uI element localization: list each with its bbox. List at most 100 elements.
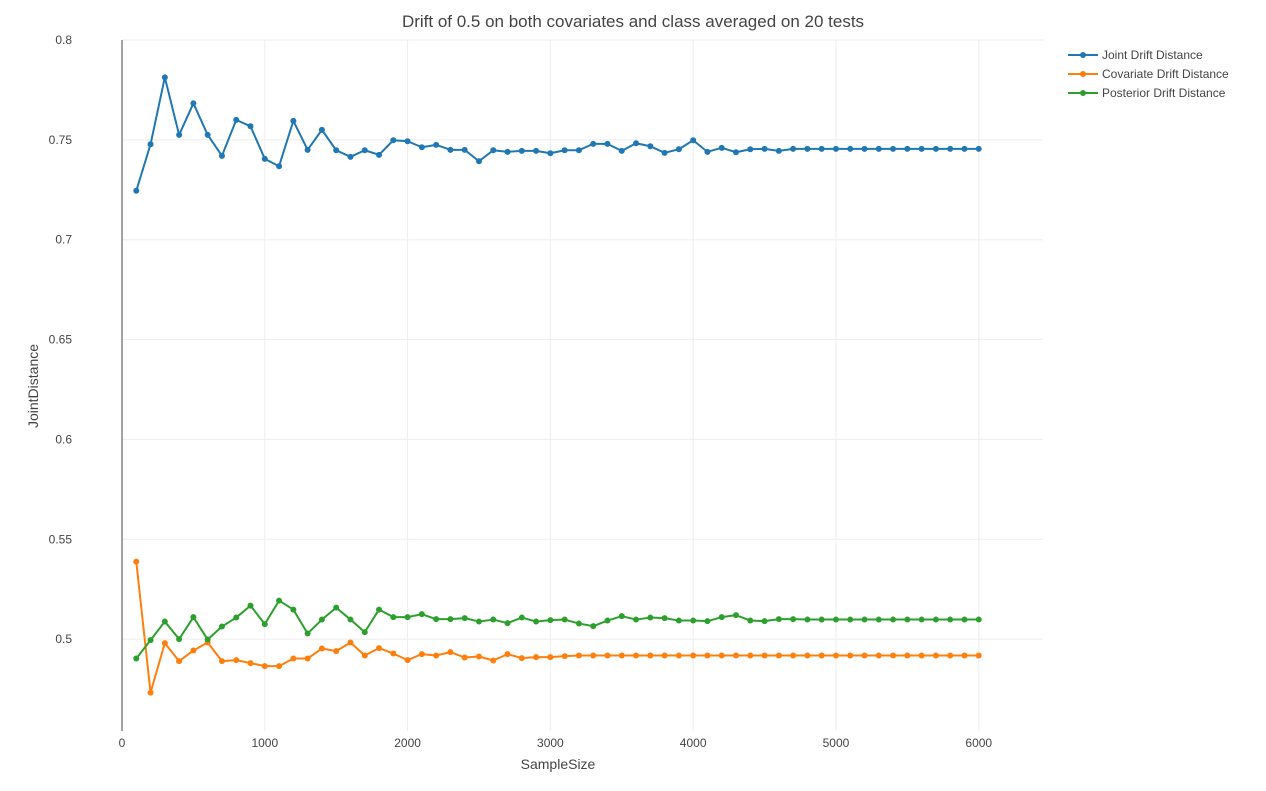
data-point[interactable]: [318, 126, 325, 133]
data-point[interactable]: [176, 658, 183, 665]
data-point[interactable]: [133, 655, 140, 662]
data-point[interactable]: [333, 147, 340, 154]
data-point[interactable]: [961, 652, 968, 659]
data-point[interactable]: [861, 652, 868, 659]
data-point[interactable]: [376, 645, 383, 652]
data-point[interactable]: [590, 140, 597, 147]
data-point[interactable]: [704, 652, 711, 659]
data-point[interactable]: [775, 652, 782, 659]
data-point[interactable]: [575, 652, 582, 659]
data-point[interactable]: [347, 153, 354, 160]
legend-item[interactable]: Covariate Drift Distance: [1068, 67, 1229, 81]
data-point[interactable]: [661, 149, 668, 156]
data-point[interactable]: [932, 616, 939, 623]
data-point[interactable]: [890, 652, 897, 659]
data-point[interactable]: [218, 658, 225, 665]
data-point[interactable]: [790, 616, 797, 623]
data-point[interactable]: [547, 654, 554, 661]
data-point[interactable]: [290, 606, 297, 613]
data-point[interactable]: [161, 640, 168, 647]
data-point[interactable]: [618, 652, 625, 659]
data-point[interactable]: [775, 616, 782, 623]
data-point[interactable]: [704, 618, 711, 625]
data-point[interactable]: [233, 614, 240, 621]
data-point[interactable]: [561, 147, 568, 154]
data-point[interactable]: [490, 657, 497, 664]
data-point[interactable]: [704, 148, 711, 155]
data-point[interactable]: [204, 131, 211, 138]
data-point[interactable]: [347, 616, 354, 623]
data-point[interactable]: [218, 623, 225, 630]
data-point[interactable]: [847, 652, 854, 659]
data-point[interactable]: [761, 652, 768, 659]
data-point[interactable]: [190, 100, 197, 107]
data-point[interactable]: [818, 145, 825, 152]
data-point[interactable]: [361, 629, 368, 636]
data-point[interactable]: [690, 652, 697, 659]
data-point[interactable]: [590, 652, 597, 659]
data-point[interactable]: [718, 144, 725, 151]
data-point[interactable]: [404, 657, 411, 664]
data-point[interactable]: [832, 652, 839, 659]
data-point[interactable]: [832, 616, 839, 623]
data-point[interactable]: [533, 147, 540, 154]
data-point[interactable]: [618, 147, 625, 154]
data-point[interactable]: [433, 616, 440, 623]
data-point[interactable]: [547, 150, 554, 157]
data-point[interactable]: [561, 653, 568, 660]
data-point[interactable]: [647, 652, 654, 659]
data-point[interactable]: [718, 652, 725, 659]
data-point[interactable]: [747, 652, 754, 659]
data-point[interactable]: [304, 630, 311, 637]
data-point[interactable]: [918, 616, 925, 623]
data-point[interactable]: [904, 616, 911, 623]
data-point[interactable]: [761, 145, 768, 152]
data-point[interactable]: [604, 617, 611, 624]
data-point[interactable]: [818, 616, 825, 623]
data-point[interactable]: [433, 652, 440, 659]
data-point[interactable]: [233, 116, 240, 123]
data-point[interactable]: [333, 648, 340, 655]
data-point[interactable]: [518, 147, 525, 154]
data-point[interactable]: [618, 613, 625, 620]
data-point[interactable]: [390, 650, 397, 657]
data-point[interactable]: [190, 647, 197, 654]
data-point[interactable]: [304, 146, 311, 153]
data-point[interactable]: [276, 163, 283, 170]
data-point[interactable]: [747, 617, 754, 624]
data-point[interactable]: [661, 615, 668, 622]
data-point[interactable]: [904, 652, 911, 659]
data-point[interactable]: [861, 616, 868, 623]
data-point[interactable]: [261, 621, 268, 628]
data-point[interactable]: [804, 652, 811, 659]
data-point[interactable]: [875, 145, 882, 152]
data-point[interactable]: [133, 187, 140, 194]
data-point[interactable]: [633, 616, 640, 623]
data-point[interactable]: [147, 637, 154, 644]
data-point[interactable]: [775, 147, 782, 154]
data-point[interactable]: [961, 616, 968, 623]
data-point[interactable]: [475, 158, 482, 165]
data-point[interactable]: [518, 614, 525, 621]
data-point[interactable]: [176, 131, 183, 138]
data-point[interactable]: [890, 145, 897, 152]
data-point[interactable]: [218, 152, 225, 159]
data-point[interactable]: [790, 145, 797, 152]
data-point[interactable]: [804, 616, 811, 623]
data-point[interactable]: [475, 618, 482, 625]
data-point[interactable]: [932, 652, 939, 659]
data-point[interactable]: [975, 616, 982, 623]
data-point[interactable]: [390, 137, 397, 144]
data-point[interactable]: [690, 137, 697, 144]
data-point[interactable]: [176, 636, 183, 643]
data-point[interactable]: [733, 652, 739, 659]
data-point[interactable]: [490, 616, 497, 623]
data-point[interactable]: [861, 145, 868, 152]
data-point[interactable]: [247, 123, 254, 130]
data-point[interactable]: [190, 614, 197, 621]
data-point[interactable]: [790, 652, 797, 659]
data-point[interactable]: [761, 618, 768, 625]
data-point[interactable]: [418, 144, 425, 151]
data-point[interactable]: [932, 145, 939, 152]
data-point[interactable]: [890, 616, 897, 623]
